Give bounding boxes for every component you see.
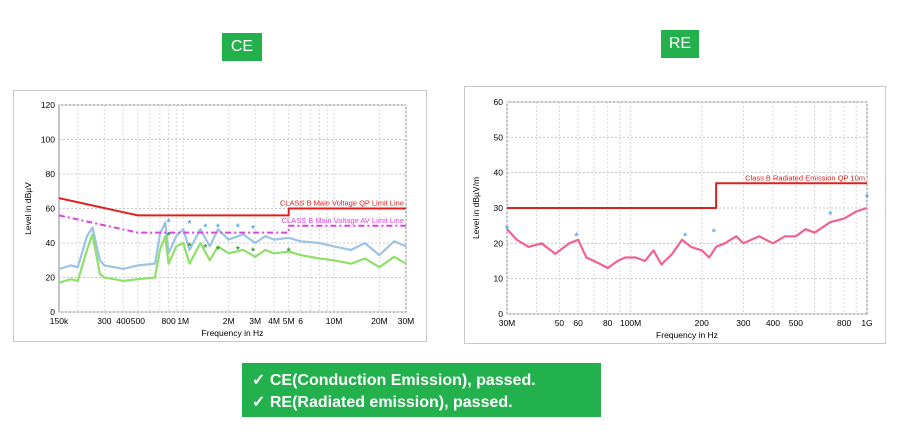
x-tick-label: 2M: [223, 316, 235, 326]
peak-marker: *: [188, 241, 192, 252]
x-tick-label: 20M: [371, 316, 388, 326]
y-axis-label: Level in dBµV/m: [471, 177, 481, 239]
x-axis-label: Frequency in Hz: [202, 328, 264, 338]
x-tick-label: 5M: [283, 316, 295, 326]
x-tick-label: 3M: [249, 316, 261, 326]
peak-marker: *: [828, 210, 832, 221]
x-tick-label: 500: [131, 316, 145, 326]
peak-marker: *: [216, 245, 220, 256]
peak-marker: *: [188, 219, 192, 230]
ce-chart-panel: 0 20 40 60 80 100 120 150k 300 400 500 800 1M 2M 3M 4M 5…: [13, 90, 427, 342]
x-tick-label: 6: [298, 316, 303, 326]
limit-line: [507, 182, 867, 209]
peak-marker: *: [236, 222, 240, 233]
y-tick-label: 20: [46, 273, 56, 283]
result-text-ce: CE(Conduction Emission), passed.: [269, 372, 536, 389]
y-tick-label: 40: [46, 238, 56, 248]
peak-marker: *: [683, 231, 687, 242]
x-tick-label: 150k: [50, 316, 69, 326]
x-tick-label: 200: [695, 318, 709, 328]
y-tick-label: 60: [494, 97, 504, 107]
x-tick-label: 60: [573, 318, 583, 328]
limit-line-label: CLASS B Main Voltage QP Limit Line: [280, 199, 404, 208]
x-tick-label: 500: [789, 318, 803, 328]
y-tick-label: 20: [494, 238, 504, 248]
peak-marker: *: [287, 247, 291, 258]
peak-marker: *: [505, 224, 509, 235]
x-tick-label: 1M: [177, 316, 189, 326]
peak-marker: *: [251, 247, 255, 258]
limit-line: [58, 197, 406, 217]
result-box: ✓ CE(Conduction Emission), passed. ✓ RE(…: [242, 363, 601, 417]
x-tick-label: 300: [97, 316, 111, 326]
y-tick-label: 10: [494, 274, 504, 284]
x-tick-label: 30M: [398, 316, 415, 326]
y-axis-label: Level in dBµV: [23, 182, 33, 235]
y-tick-label: 50: [494, 132, 504, 142]
peak-marker: *: [203, 222, 207, 233]
y-tick-label: 40: [494, 168, 504, 178]
x-tick-label: 1G: [861, 318, 872, 328]
ce-chart: 0 20 40 60 80 100 120 150k 300 400 500 800 1M 2M 3M 4M 5…: [23, 100, 415, 338]
x-tick-label: 80: [603, 318, 613, 328]
x-tick-label: 4M: [268, 316, 280, 326]
peak-marker: *: [216, 222, 220, 233]
x-tick-label: 800: [837, 318, 851, 328]
peak-marker: *: [236, 245, 240, 256]
x-tick-label: 800: [162, 316, 176, 326]
check-icon: ✓: [252, 394, 266, 411]
y-tick-label: 120: [41, 100, 55, 110]
peak-marker: *: [203, 243, 207, 254]
y-tick-label: 30: [494, 203, 504, 213]
limit-line-label: CLASS B Main Voltage AV Limit Line: [282, 216, 404, 225]
result-line-re: ✓ RE(Radiated emission), passed.: [252, 392, 513, 412]
x-tick-label: 300: [736, 318, 750, 328]
peak-marker: *: [712, 228, 716, 239]
ce-tag: CE: [222, 33, 262, 61]
re-chart-panel: 0 10 20 30 40 50 60 30M 50 60 80 100M 200 300 400 500 80…: [464, 86, 886, 344]
y-tick-label: 0: [50, 307, 55, 317]
y-tick-label: 100: [41, 135, 55, 145]
peak-marker: *: [574, 231, 578, 242]
result-text-re: RE(Radiated emission), passed.: [269, 394, 513, 411]
peak-marker: *: [167, 231, 171, 242]
peak-marker: *: [865, 192, 869, 203]
x-tick-label: 100M: [620, 318, 641, 328]
x-tick-label: 30M: [499, 318, 516, 328]
x-axis-label: Frequency in Hz: [656, 330, 718, 340]
peak-marker: *: [167, 217, 171, 228]
limit-line-label: Class B Radiated Emission QP 10m: [745, 173, 865, 182]
check-icon: ✓: [252, 372, 266, 389]
result-line-ce: ✓ CE(Conduction Emission), passed.: [252, 370, 536, 390]
x-tick-label: 50: [555, 318, 565, 328]
peak-marker: *: [251, 224, 255, 235]
y-tick-label: 80: [46, 169, 56, 179]
x-tick-label: 400: [766, 318, 780, 328]
x-tick-label: 10M: [326, 316, 343, 326]
re-tag: RE: [661, 30, 699, 58]
x-tick-label: 400: [116, 316, 130, 326]
measurement-trace: [506, 206, 868, 270]
measurement-trace: [58, 221, 407, 270]
re-chart: 0 10 20 30 40 50 60 30M 50 60 80 100M 200 300 400 500 80…: [471, 97, 873, 340]
y-tick-label: 0: [498, 309, 503, 319]
y-tick-label: 60: [46, 204, 56, 214]
measurement-trace: [58, 233, 407, 284]
